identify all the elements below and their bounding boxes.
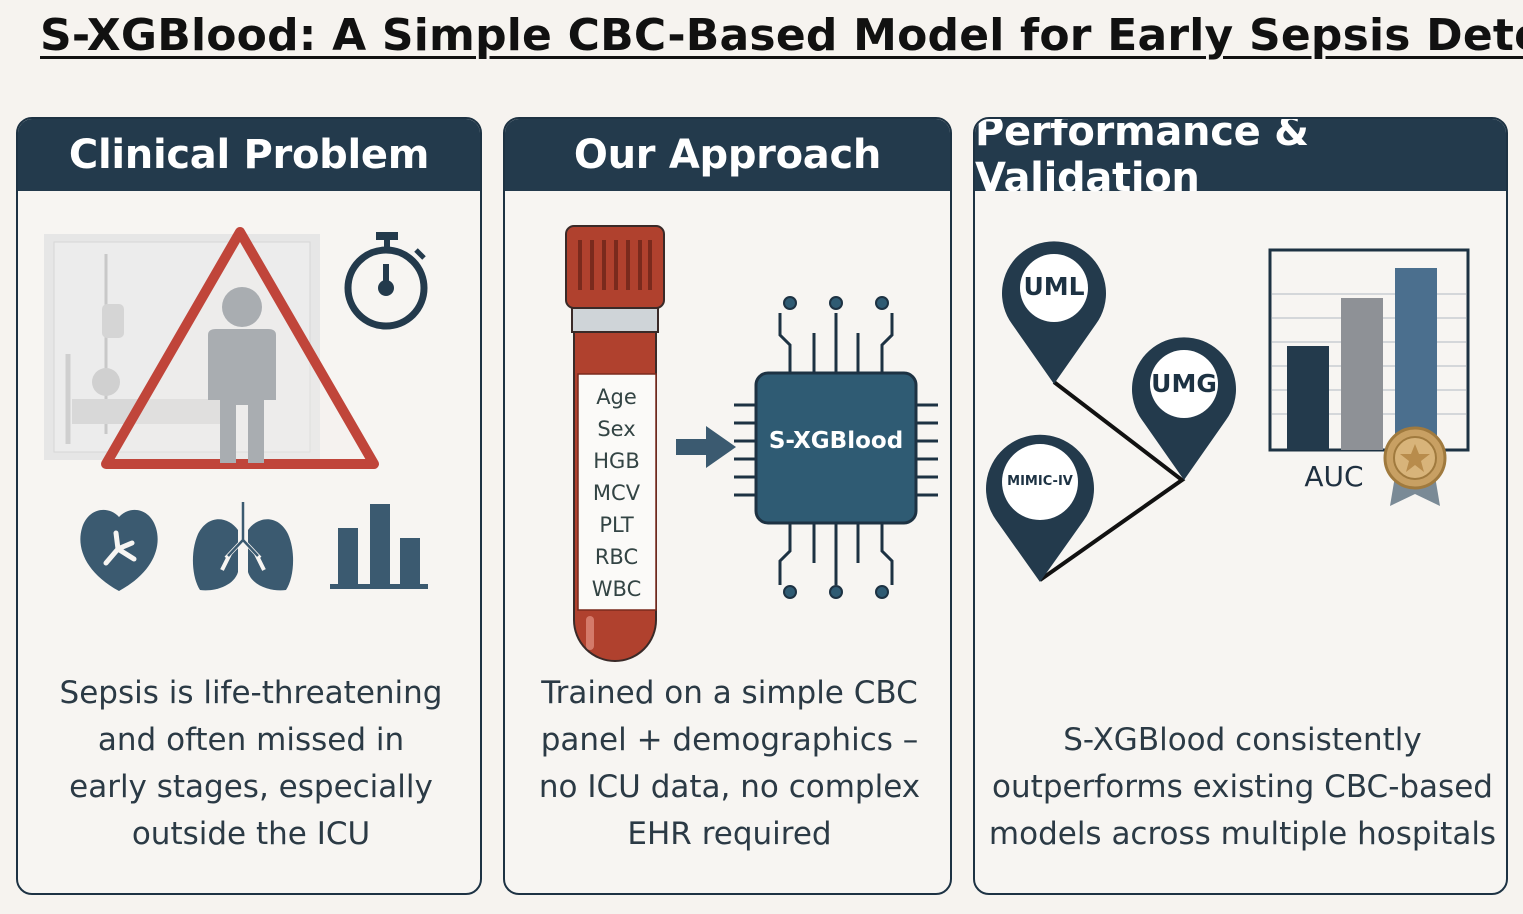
tube-input-label: Age	[596, 385, 637, 409]
text-line: no ICU data, no complex	[538, 769, 921, 805]
tube-input-list: Age Sex HGB MCV PLT RBC WBC	[579, 381, 654, 605]
tube-input-label: MCV	[592, 481, 641, 505]
panel-heading: Performance & Validation	[975, 119, 1506, 201]
lungs-icon	[192, 502, 294, 591]
text-line: Sepsis is life-threatening	[59, 675, 443, 711]
tube-input-label: RBC	[594, 545, 639, 569]
model-name-label: S-XGBlood	[768, 428, 904, 454]
text-line: Trained on a simple CBC	[541, 675, 918, 711]
chip-icon	[734, 296, 938, 599]
text-line: S-XGBlood consistently	[1063, 722, 1422, 758]
approach-text: Trained on a simple CBC panel + demograp…	[505, 670, 954, 858]
clinical-problem-text: Sepsis is life-threatening and often mis…	[18, 670, 484, 858]
text-line: EHR required	[627, 816, 832, 852]
location-pin-icon	[986, 434, 1094, 582]
text-line: and often missed in	[97, 722, 405, 758]
panel-heading: Clinical Problem	[18, 119, 480, 191]
text-line: early stages, especially	[69, 769, 433, 805]
tube-input-label: Sex	[597, 417, 636, 441]
performance-text: S-XGBlood consistently outperforms exist…	[975, 717, 1510, 858]
site-label-umg: UMG	[1151, 369, 1217, 398]
tube-input-label: PLT	[599, 513, 634, 537]
text-line: outperforms existing CBC-based	[992, 769, 1493, 805]
site-connection-lines	[1038, 380, 1186, 582]
location-pin-icon	[1132, 337, 1236, 480]
kidney-icon	[80, 509, 158, 591]
bar-chart-icon	[330, 504, 428, 589]
tube-input-label: HGB	[593, 449, 640, 473]
page-title: S-XGBlood: A Simple CBC-Based Model for …	[40, 10, 1523, 61]
panel-heading: Our Approach	[505, 119, 950, 191]
tube-input-label: WBC	[591, 577, 642, 601]
location-pin-icon	[1002, 241, 1106, 384]
arrow-right-icon	[676, 426, 736, 468]
award-medal-icon	[1383, 426, 1447, 506]
text-line: panel + demographics –	[540, 722, 919, 758]
chart-label-auc: AUC	[1304, 460, 1364, 493]
site-label-mimic-iv: MIMIC-IV	[1007, 474, 1073, 489]
site-label-uml: UML	[1023, 272, 1085, 301]
stopwatch-icon	[344, 232, 428, 330]
person-icon	[208, 287, 276, 463]
text-line: outside the ICU	[131, 816, 371, 852]
text-line: models across multiple hospitals	[988, 816, 1497, 852]
blood-tube-icon	[565, 225, 665, 662]
bar-chart-icon	[1268, 248, 1470, 452]
